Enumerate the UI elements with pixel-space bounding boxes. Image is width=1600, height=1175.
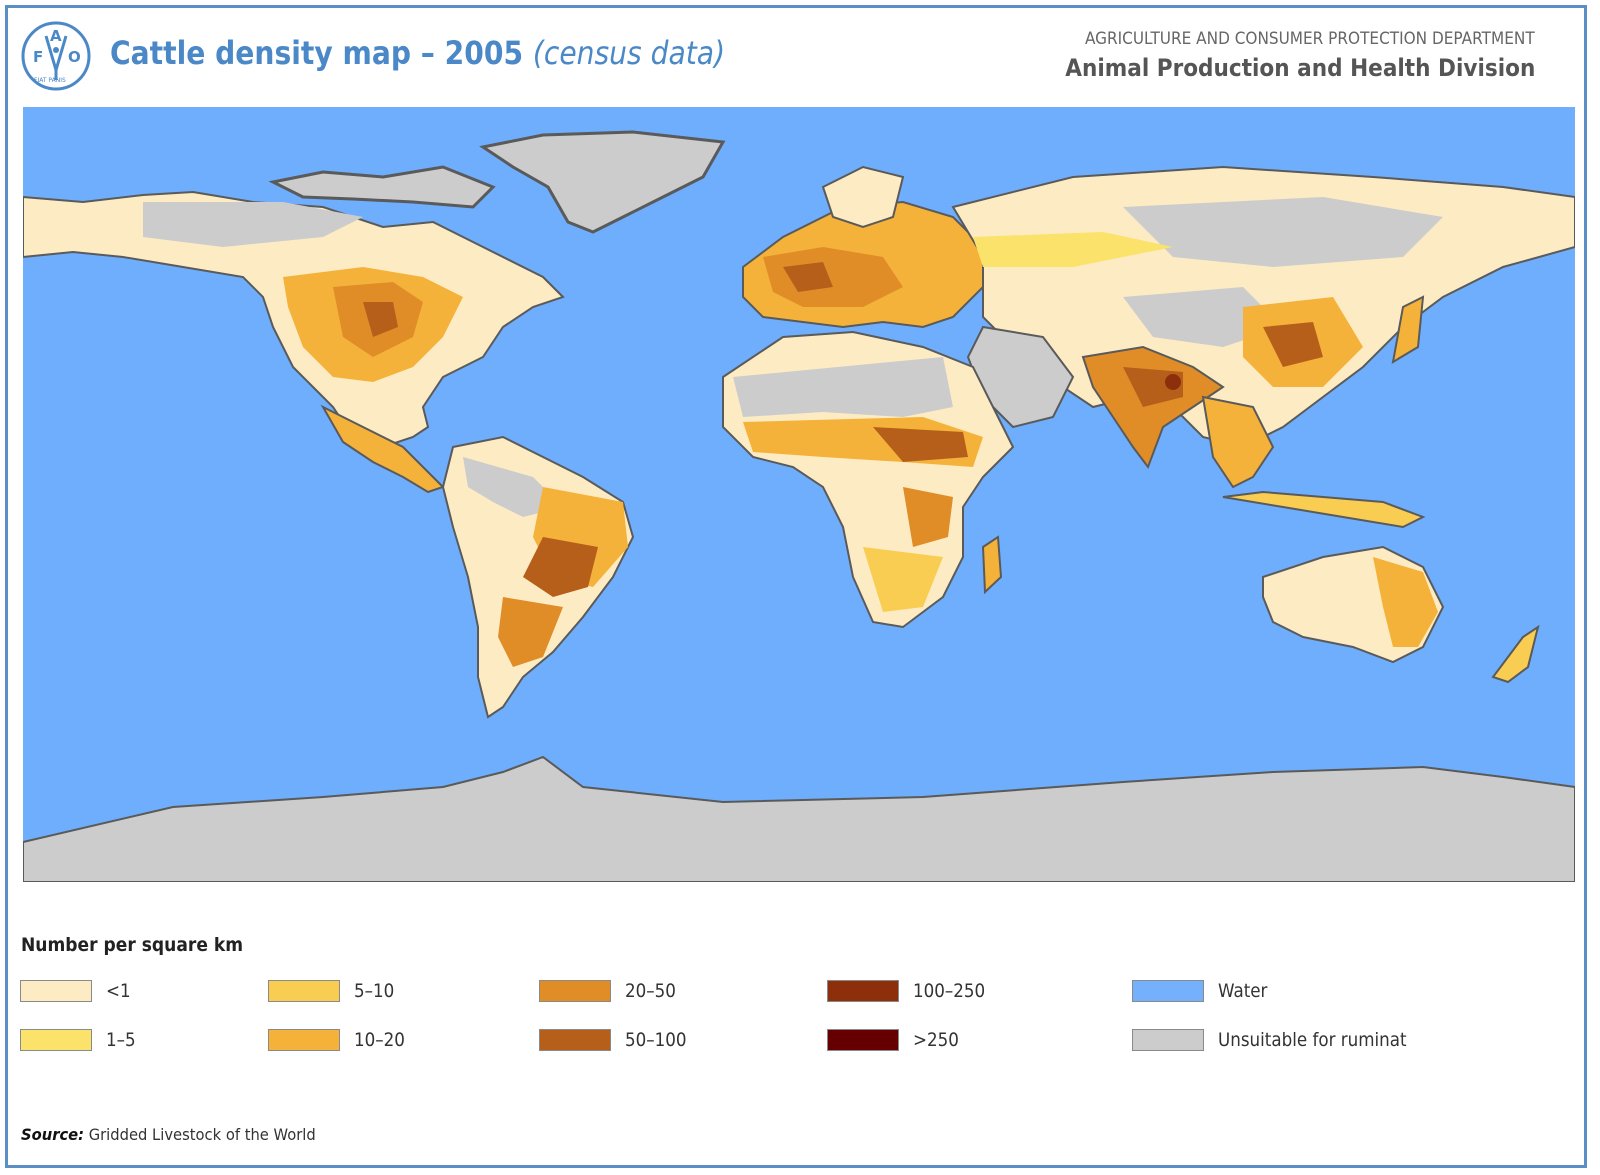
world-map <box>23 107 1575 882</box>
legend-item: 1–5 <box>20 1028 140 1052</box>
page-title: Cattle density map – 2005 (census data) <box>110 34 725 72</box>
legend-item: 10–20 <box>268 1028 412 1052</box>
legend-label: 1–5 <box>106 1029 136 1051</box>
title-main: Cattle density map – 2005 <box>110 34 524 72</box>
legend-item: 5–10 <box>268 979 400 1003</box>
legend-swatch <box>827 1029 899 1051</box>
greenland <box>479 130 726 234</box>
svg-text:O: O <box>68 48 81 66</box>
title-subtitle: (census data) <box>532 34 726 72</box>
legend-swatch <box>827 980 899 1002</box>
legend-label: 10–20 <box>354 1029 405 1051</box>
legend-swatch <box>1132 980 1204 1002</box>
source-note: Source: Gridded Livestock of the World <box>21 1125 316 1144</box>
legend-swatch <box>268 980 340 1002</box>
svg-text:F: F <box>33 48 43 66</box>
legend-swatch <box>539 980 611 1002</box>
legend-swatch <box>20 1029 92 1051</box>
legend-label: 100–250 <box>913 980 986 1002</box>
legend-swatch <box>1132 1029 1204 1051</box>
legend-label: >250 <box>913 1029 959 1051</box>
legend-title: Number per square km <box>21 934 244 956</box>
legend-item: Unsuitable for ruminat <box>1132 1028 1432 1052</box>
source-text: Gridded Livestock of the World <box>84 1125 316 1144</box>
legend-label: 50–100 <box>625 1029 687 1051</box>
legend-item: <1 <box>20 979 134 1003</box>
antarctica <box>23 755 1575 882</box>
legend-item: 50–100 <box>539 1028 695 1052</box>
legend-swatch <box>268 1029 340 1051</box>
india <box>1081 345 1225 470</box>
legend-item: 20–50 <box>539 979 683 1003</box>
legend-item: Water <box>1132 979 1274 1003</box>
legend-label: <1 <box>106 980 131 1002</box>
source-label: Source: <box>21 1125 85 1144</box>
world-map-graphic <box>23 107 1575 882</box>
svg-text:A: A <box>50 27 62 45</box>
legend-swatch <box>539 1029 611 1051</box>
legend-swatch <box>20 980 92 1002</box>
legend-label: 5–10 <box>354 980 395 1002</box>
legend-label: Water <box>1218 980 1268 1002</box>
legend-label: Unsuitable for ruminat <box>1218 1029 1407 1051</box>
fao-logo: F A O FIAT PANIS <box>20 20 92 92</box>
fao-emblem-icon: F A O FIAT PANIS <box>21 21 91 91</box>
department-name: AGRICULTURE AND CONSUMER PROTECTION DEPA… <box>1085 29 1535 49</box>
legend-label: 20–50 <box>625 980 676 1002</box>
legend-item: >250 <box>827 1028 965 1052</box>
legend-item: 100–250 <box>827 979 995 1003</box>
division-name: Animal Production and Health Division <box>1064 54 1535 82</box>
svg-text:FIAT PANIS: FIAT PANIS <box>34 77 66 84</box>
